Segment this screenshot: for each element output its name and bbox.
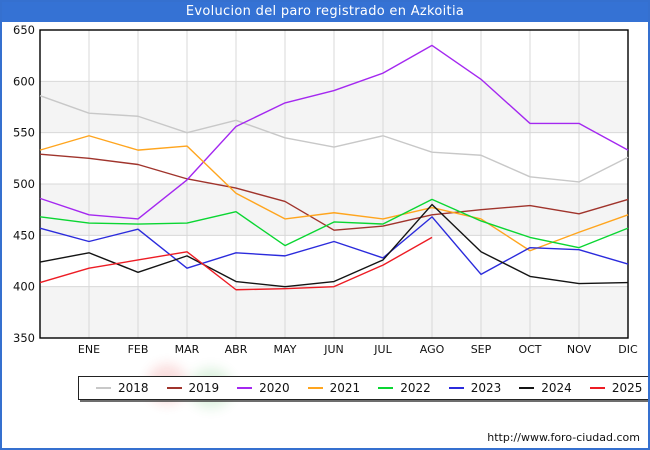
y-tick-label: 350 xyxy=(13,331,35,345)
legend-swatch-2019 xyxy=(166,387,182,389)
footer-link[interactable]: http://www.foro-ciudad.com xyxy=(487,431,640,444)
y-tick-label: 550 xyxy=(13,126,35,140)
legend-swatch-2025 xyxy=(589,387,605,389)
y-tick-label: 400 xyxy=(13,280,35,294)
legend-swatch-2024 xyxy=(519,387,535,389)
series-line-2023 xyxy=(39,216,629,276)
series-line-2022 xyxy=(39,198,629,249)
legend-label-2021: 2021 xyxy=(329,381,361,395)
legend-item-2022: 2022 xyxy=(378,381,431,395)
legend-label-2020: 2020 xyxy=(259,381,290,395)
x-tick-label-feb: FEB xyxy=(128,343,149,356)
series-line-2021 xyxy=(39,135,629,252)
legend-item-2020: 2020 xyxy=(237,381,290,395)
x-tick-label-sep: SEP xyxy=(471,343,492,356)
legend-item-2018: 2018 xyxy=(96,381,149,395)
chart-title: Evolucion del paro registrado en Azkoiti… xyxy=(2,2,648,22)
legend-item-2024: 2024 xyxy=(519,381,572,395)
legend-label-2022: 2022 xyxy=(400,381,431,395)
legend-item-2025: 2025 xyxy=(589,381,643,395)
legend-label-2018: 2018 xyxy=(118,381,149,395)
y-tick-label: 450 xyxy=(13,228,35,242)
chart-legend: 2018 2019 2020 2021 2022 2023 2024 2025 xyxy=(78,376,648,400)
x-tick-label-ene: ENE xyxy=(78,343,100,356)
legend-swatch-2020 xyxy=(237,387,253,389)
x-tick-label-mar: MAR xyxy=(175,343,200,356)
x-tick-label-jun: JUN xyxy=(323,343,344,356)
legend-swatch-2021 xyxy=(307,387,323,389)
y-tick-label: 600 xyxy=(13,74,35,88)
x-tick-label-may: MAY xyxy=(274,343,297,356)
series-line-2024 xyxy=(39,203,629,288)
x-tick-label-ago: AGO xyxy=(420,343,445,356)
x-tick-label-nov: NOV xyxy=(567,343,592,356)
legend-item-2019: 2019 xyxy=(166,381,220,395)
x-tick-label-jul: JUL xyxy=(373,343,392,356)
y-tick-label: 500 xyxy=(13,177,35,191)
legend-label-2025: 2025 xyxy=(611,381,643,395)
x-tick-label-abr: ABR xyxy=(225,343,248,356)
legend-label-2019: 2019 xyxy=(188,381,220,395)
legend-label-2024: 2024 xyxy=(541,381,572,395)
legend-item-2023: 2023 xyxy=(448,381,502,395)
legend-swatch-2018 xyxy=(96,387,111,389)
legend-swatch-2022 xyxy=(378,387,394,389)
y-tick-label: 650 xyxy=(13,23,35,37)
x-tick-label-dic: DIC xyxy=(618,343,638,356)
legend-swatch-2023 xyxy=(448,387,464,389)
legend-label-2023: 2023 xyxy=(470,381,502,395)
series-line-2019 xyxy=(39,153,629,231)
x-tick-label-oct: OCT xyxy=(518,343,541,356)
series-line-2018 xyxy=(39,95,629,183)
legend-item-2021: 2021 xyxy=(307,381,361,395)
series-line-2025 xyxy=(39,236,433,291)
plot-border xyxy=(39,29,629,339)
series-line-2020 xyxy=(39,44,629,220)
